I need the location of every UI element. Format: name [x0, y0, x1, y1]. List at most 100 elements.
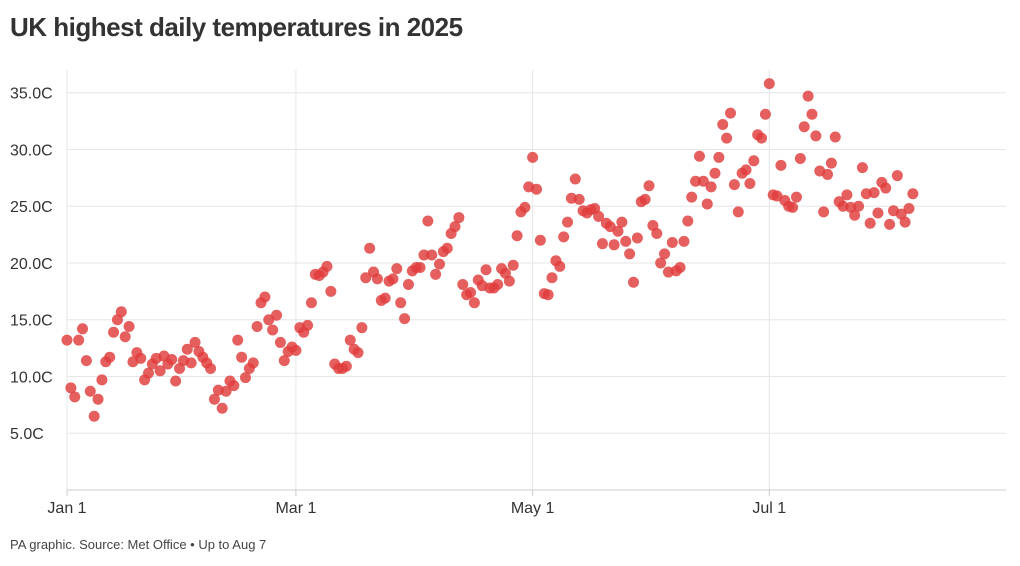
data-point [453, 212, 465, 224]
data-point [69, 391, 81, 403]
data-point [115, 306, 127, 318]
data-point [693, 150, 705, 162]
data-point [507, 259, 519, 271]
data-point [624, 248, 636, 260]
data-point [903, 202, 915, 214]
data-point [422, 215, 434, 227]
data-point [701, 198, 713, 210]
data-point [868, 187, 880, 199]
data-point [713, 151, 725, 163]
data-point [185, 357, 197, 369]
data-point [519, 201, 531, 213]
x-tick-label: Jan 1 [47, 500, 86, 517]
data-point [616, 216, 628, 228]
data-point [364, 242, 376, 254]
data-point [430, 268, 442, 280]
data-point [154, 365, 166, 377]
data-point [259, 291, 271, 303]
data-point [402, 279, 414, 291]
y-tick-label: 20.0C [10, 256, 53, 273]
data-point [468, 297, 480, 309]
data-point [371, 273, 383, 285]
data-point [274, 336, 286, 348]
data-point [756, 132, 768, 144]
x-tick-label: Jul 1 [752, 500, 786, 517]
data-point [247, 357, 259, 369]
data-point [542, 289, 554, 301]
data-point [748, 155, 760, 167]
data-point [612, 225, 624, 237]
data-point [608, 239, 620, 251]
data-point [628, 276, 640, 288]
data-point [596, 238, 608, 250]
data-point [678, 235, 690, 247]
data-point [123, 321, 135, 333]
data-point [73, 334, 85, 346]
data-point [531, 183, 542, 195]
data-point [682, 215, 694, 227]
data-point [725, 107, 737, 119]
data-point [325, 285, 337, 297]
data-point [841, 189, 853, 201]
data-point [356, 322, 368, 334]
data-point [655, 257, 667, 269]
chart-points [61, 78, 919, 422]
data-point [267, 324, 279, 336]
data-point [352, 347, 364, 359]
data-point [503, 275, 515, 287]
data-point [527, 151, 539, 163]
data-point [492, 279, 504, 291]
data-point [534, 234, 546, 246]
data-point [61, 334, 73, 346]
y-tick-label: 25.0C [10, 199, 53, 216]
data-point [108, 326, 120, 338]
data-point [802, 90, 814, 102]
data-point [554, 260, 566, 272]
data-point [573, 193, 585, 205]
data-point [391, 263, 403, 275]
data-point [271, 309, 283, 321]
data-point [251, 321, 263, 333]
data-point [732, 206, 744, 218]
data-point [872, 207, 884, 219]
data-point [480, 264, 492, 276]
data-point [340, 360, 352, 372]
data-point [344, 334, 356, 346]
y-tick-label: 10.0C [10, 369, 53, 386]
data-point [88, 410, 100, 422]
data-point [558, 231, 570, 243]
data-point [697, 175, 709, 187]
data-point [119, 331, 131, 343]
data-point [775, 159, 787, 171]
data-point [856, 162, 868, 174]
data-point [142, 367, 154, 379]
data-point [825, 157, 837, 169]
data-point [659, 248, 671, 260]
data-point [96, 374, 108, 386]
data-point [569, 173, 581, 185]
data-point [853, 200, 865, 212]
data-point [104, 351, 116, 363]
data-point [65, 382, 77, 394]
chart-gridlines [66, 70, 1006, 490]
data-point [849, 209, 861, 221]
data-point [686, 191, 698, 203]
data-point [651, 227, 663, 239]
data-point [829, 131, 841, 143]
data-point [511, 230, 523, 242]
data-point [794, 153, 806, 165]
data-point [759, 108, 771, 120]
data-point [728, 179, 740, 191]
data-point [798, 121, 810, 133]
x-tick-label: Mar 1 [275, 500, 316, 517]
data-point [208, 393, 220, 405]
data-point [790, 191, 802, 203]
page-title: UK highest daily temperatures in 2025 [10, 12, 463, 42]
data-point [216, 402, 228, 414]
data-point [810, 130, 822, 142]
data-point [643, 180, 655, 192]
y-tick-label: 35.0C [10, 86, 53, 103]
data-point [80, 355, 92, 367]
data-point [360, 272, 372, 284]
